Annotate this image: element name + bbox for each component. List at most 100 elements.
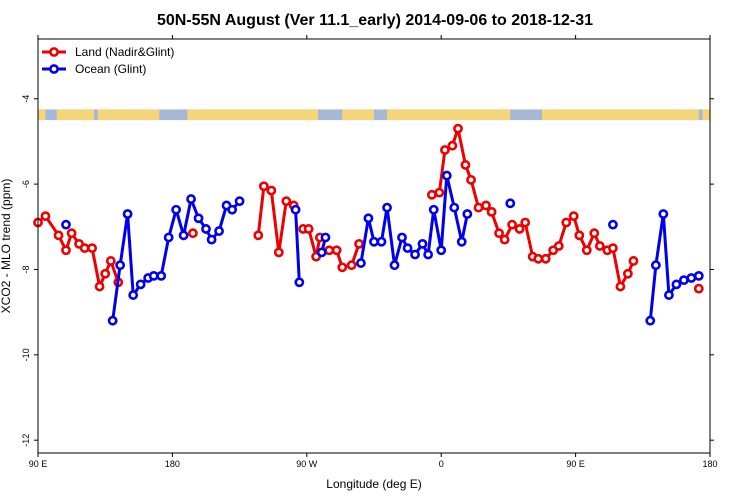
land-span [187,109,318,121]
land-data-point [303,224,314,234]
land-data-point [354,238,364,249]
x-tick-label: 90 W [296,459,318,469]
land-data-point [40,211,51,222]
ocean-data-point [193,213,204,224]
land-legend-marker [49,47,59,57]
x-tick-label: 180 [165,459,180,469]
ocean-data-point [410,249,420,260]
land-span [542,109,699,121]
ocean-legend-marker [49,64,59,74]
ocean-data-point [227,204,238,215]
land-span [38,109,46,121]
ocean-data-point [214,226,224,236]
ocean-data-point [389,260,400,271]
ocean-data-point [462,209,473,219]
ocean-data-point [234,196,245,207]
land-data-point [628,256,639,266]
ocean-data-point [135,279,146,290]
ocean-data-point [608,219,618,230]
ocean-data-point [290,204,301,215]
land-data-point [608,243,618,254]
x-tick-label: 90 E [29,459,48,469]
land-data-point [87,243,98,254]
land-data-point [533,253,544,264]
y-tick-label: -6 [21,180,31,188]
ocean-data-point [417,238,428,249]
land-data-point [79,243,90,254]
land-data-point [273,247,284,258]
land-data-point [514,224,525,234]
x-tick-label: 0 [439,459,444,469]
land-data-point [453,123,463,134]
land-data-point [486,206,497,217]
ocean-data-point [658,209,669,219]
land-data-point [615,281,626,292]
ocean-data-point [678,275,689,286]
land-data-point [324,245,335,256]
ocean-data-point [122,209,133,219]
land-data-point [589,228,600,239]
land-span [342,109,374,121]
legend: Land (Nadir&Glint) Ocean (Glint) [42,45,174,76]
land-data-point [434,187,445,198]
land-data-point [281,196,292,207]
ocean-data-point [163,232,174,243]
ocean-data-point [107,315,118,326]
y-tick-label: -10 [21,348,31,361]
ocean-data-point [397,232,407,243]
ocean-data-point [645,315,656,326]
land-data-point [447,140,458,151]
land-data-point [460,160,471,170]
ocean-data-point [376,236,387,247]
ocean-data-point [382,202,392,213]
ocean-series-line [294,209,301,283]
land-data-point [100,268,111,279]
ocean-data-point [320,232,331,243]
land-data-point [61,245,71,256]
land-data-point [440,145,450,155]
land-data-point [499,234,510,245]
land-data-point [594,241,605,251]
ocean-data-point [356,258,366,268]
chart-title: 50N-55N August (Ver 11.1_early) 2014-09-… [157,12,593,29]
land-data-point [561,217,572,228]
land-data-point [331,245,342,256]
x-tick-label: 180 [702,459,717,469]
ocean-data-point [128,290,139,300]
ocean-data-point [316,247,327,258]
land-data-point [693,283,704,294]
land-span [702,109,710,121]
land-span [387,109,511,121]
land-data-point [426,189,437,200]
ocean-data-point [664,290,674,300]
plot-series [33,123,704,326]
ocean-data-point [171,204,182,215]
ocean-data-point [423,249,434,260]
plot-frame [37,38,711,454]
y-tick-label: -4 [21,95,31,103]
land-data-point [346,260,357,271]
land-series-line [431,127,635,289]
ocean-data-point [156,270,167,281]
ocean-data-point [363,213,374,224]
land-data-point [466,174,476,185]
land-data-point [337,262,348,273]
ocean-data-point [186,194,196,204]
x-tick-label: 90 E [566,459,585,469]
ocean-data-point [428,204,439,215]
ocean-data-point [456,236,467,247]
land-series-line [256,184,295,254]
land-data-point [540,253,551,264]
land-data-point [66,228,77,239]
ocean-data-point [650,260,661,271]
land-data-point [622,268,633,279]
land-data-point [481,200,491,211]
land-data-point [520,217,531,228]
ocean-data-point [505,198,516,209]
ocean-data-point [436,245,447,256]
land-data-point [581,245,592,256]
land-span [56,109,94,121]
ocean-data-point [369,236,379,247]
ocean-data-point [201,224,211,234]
